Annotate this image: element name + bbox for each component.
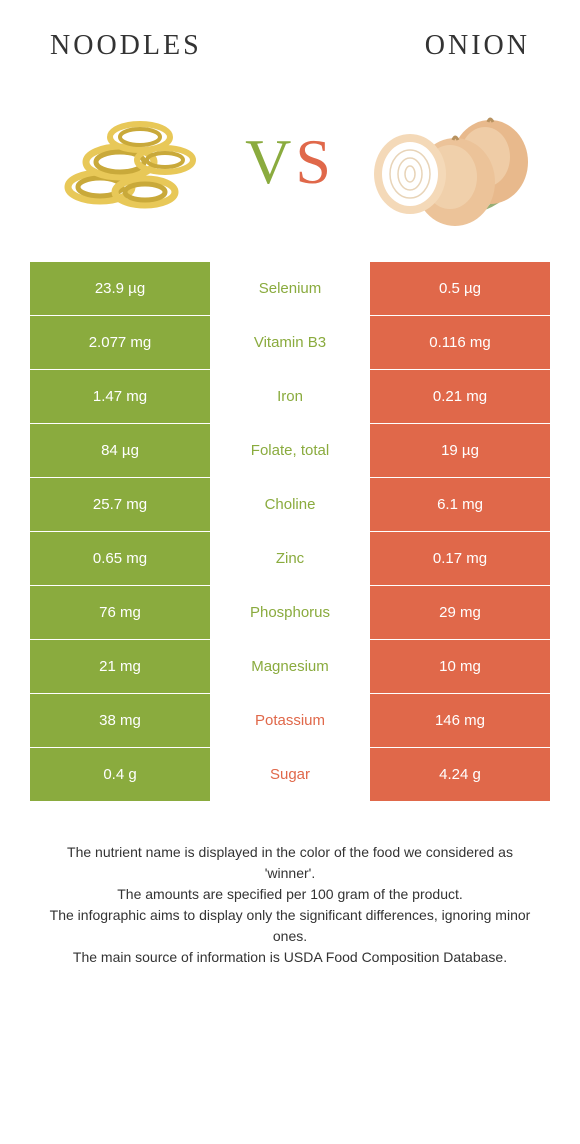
table-row: 21 mgMagnesium10 mg (30, 640, 550, 694)
table-row: 0.4 gSugar4.24 g (30, 748, 550, 802)
left-value: 1.47 mg (30, 370, 210, 423)
header: Noodles Onion (20, 20, 560, 82)
right-value: 0.17 mg (370, 532, 550, 585)
table-row: 76 mgPhosphorus29 mg (30, 586, 550, 640)
nutrient-label: Potassium (210, 694, 370, 747)
right-value: 0.116 mg (370, 316, 550, 369)
left-value: 2.077 mg (30, 316, 210, 369)
table-row: 2.077 mgVitamin B30.116 mg (30, 316, 550, 370)
footer-notes: The nutrient name is displayed in the co… (20, 802, 560, 988)
nutrient-label: Iron (210, 370, 370, 423)
nutrient-label: Sugar (210, 748, 370, 801)
right-value: 0.5 µg (370, 262, 550, 315)
left-value: 0.4 g (30, 748, 210, 801)
nutrient-label: Vitamin B3 (210, 316, 370, 369)
right-value: 19 µg (370, 424, 550, 477)
vs-label: VS (245, 125, 335, 199)
left-value: 21 mg (30, 640, 210, 693)
nutrient-label: Phosphorus (210, 586, 370, 639)
right-value: 0.21 mg (370, 370, 550, 423)
table-row: 25.7 mgCholine6.1 mg (30, 478, 550, 532)
left-value: 25.7 mg (30, 478, 210, 531)
right-value: 29 mg (370, 586, 550, 639)
table-row: 23.9 µgSelenium0.5 µg (30, 262, 550, 316)
table-row: 0.65 mgZinc0.17 mg (30, 532, 550, 586)
comparison-table: 23.9 µgSelenium0.5 µg2.077 mgVitamin B30… (20, 262, 560, 802)
right-value: 6.1 mg (370, 478, 550, 531)
table-row: 1.47 mgIron0.21 mg (30, 370, 550, 424)
footer-line: The amounts are specified per 100 gram o… (40, 884, 540, 905)
left-value: 23.9 µg (30, 262, 210, 315)
footer-line: The nutrient name is displayed in the co… (40, 842, 540, 884)
footer-line: The main source of information is USDA F… (40, 947, 540, 968)
images-row: VS (20, 82, 560, 262)
right-food-title: Onion (425, 30, 530, 62)
vs-v-letter: V (245, 126, 295, 197)
right-value: 146 mg (370, 694, 550, 747)
left-value: 38 mg (30, 694, 210, 747)
table-row: 84 µgFolate, total19 µg (30, 424, 550, 478)
footer-line: The infographic aims to display only the… (40, 905, 540, 947)
onion-image (360, 92, 540, 232)
left-value: 76 mg (30, 586, 210, 639)
nutrient-label: Folate, total (210, 424, 370, 477)
noodles-image (40, 92, 220, 232)
table-row: 38 mgPotassium146 mg (30, 694, 550, 748)
right-value: 10 mg (370, 640, 550, 693)
right-value: 4.24 g (370, 748, 550, 801)
nutrient-label: Choline (210, 478, 370, 531)
nutrient-label: Magnesium (210, 640, 370, 693)
nutrient-label: Selenium (210, 262, 370, 315)
left-value: 0.65 mg (30, 532, 210, 585)
nutrient-label: Zinc (210, 532, 370, 585)
left-value: 84 µg (30, 424, 210, 477)
left-food-title: Noodles (50, 30, 202, 62)
vs-s-letter: S (295, 126, 335, 197)
